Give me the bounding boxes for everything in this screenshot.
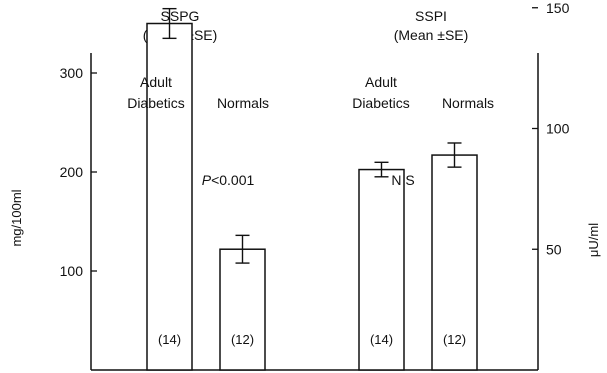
sample-size-label: (12) [443,332,466,347]
category-label: Adult [365,74,397,90]
panel-right-title-line1: SSPI [415,8,447,24]
y-tick-label: 100 [60,263,84,279]
y-tick-label: 50 [546,241,562,257]
sample-size-label: (14) [370,332,393,347]
sample-size-label: (14) [158,332,181,347]
category-label: Normals [217,95,269,111]
sample-size-label: (12) [231,332,254,347]
left-axis-title: mg/100ml [9,189,24,246]
bar [146,22,193,371]
category-label: Adult [140,74,172,90]
y-tick-label: 300 [60,65,84,81]
y-tick-label: 100 [546,121,570,137]
category-label: Diabetics [352,95,410,111]
panel-left-title-line1: SSPG [161,8,200,24]
category-label: Normals [442,95,494,111]
bar [219,248,266,371]
right-axis-title: μU/ml [586,223,601,257]
bar [431,154,478,371]
y-tick-label: 150 [546,0,570,16]
panel-right-title-line2: (Mean ±SE) [394,27,469,43]
y-tick-label: 200 [60,164,84,180]
category-label: Diabetics [127,95,185,111]
significance-annotation: P<0.001 [202,172,255,188]
significance-annotation: N S [391,172,414,188]
plot-area: 100200300400(14)AdultDiabetics(12)Normal… [60,0,570,371]
